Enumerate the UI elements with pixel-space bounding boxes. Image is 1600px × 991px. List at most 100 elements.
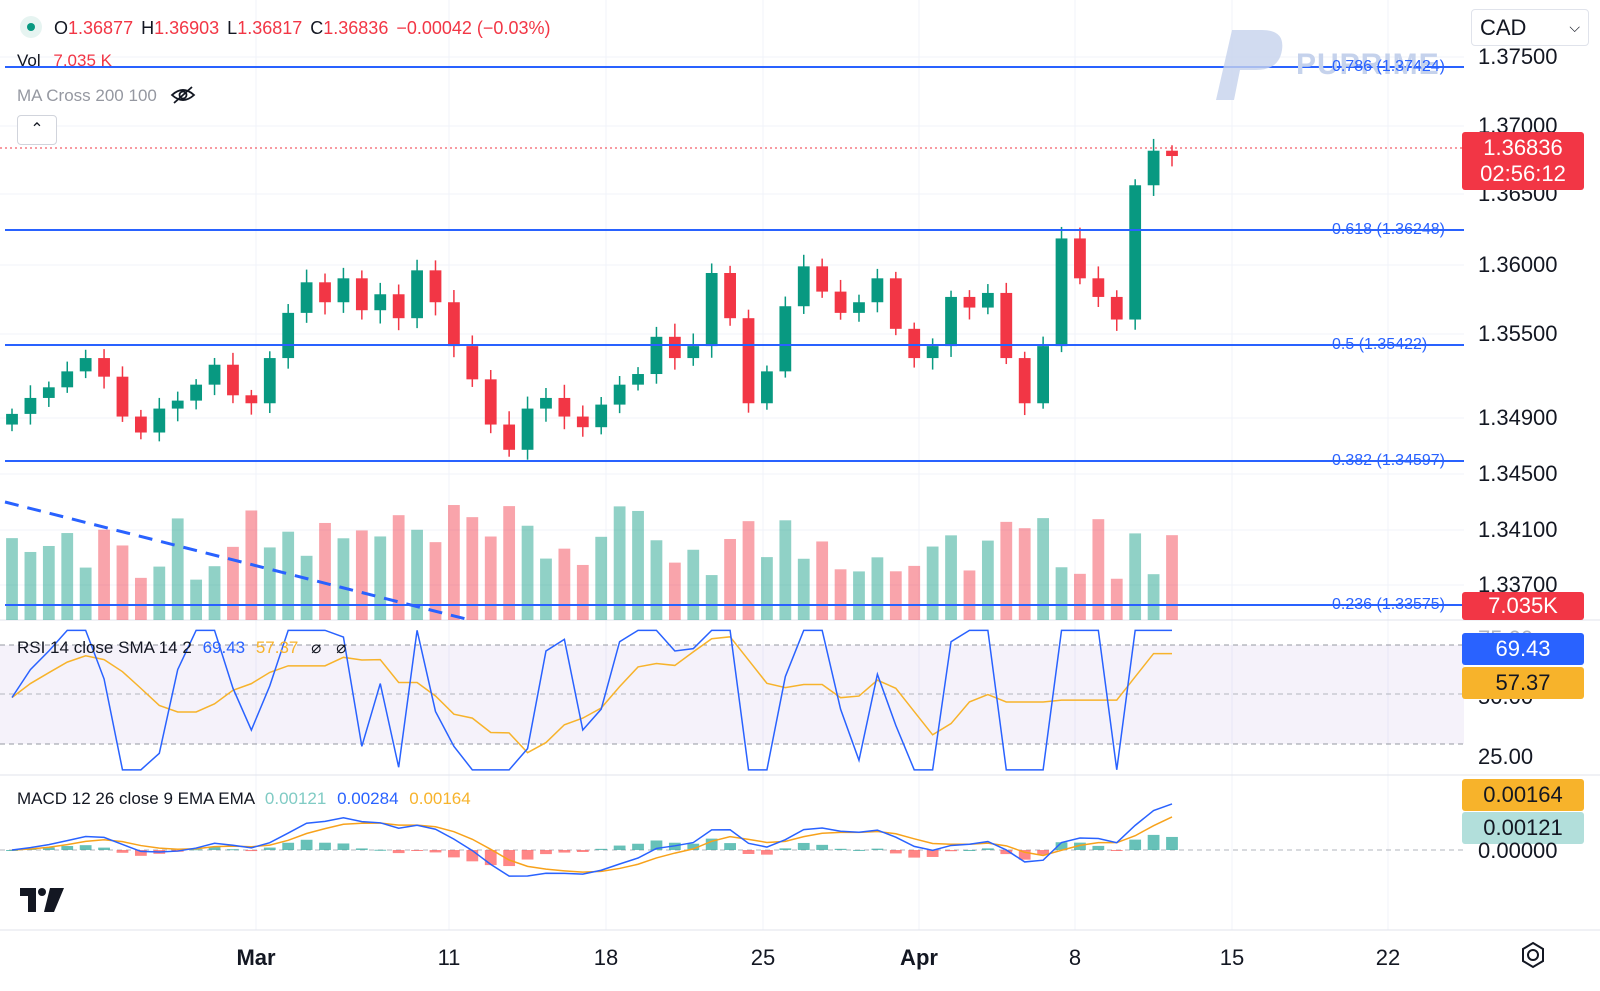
candle-body [227,364,239,396]
candle-body [1147,150,1160,186]
rsi-badge: 69.43 [1462,633,1584,665]
volume-bar [355,530,368,620]
macd-histogram-bar [337,843,350,850]
volume-bar [963,570,976,620]
fib-label-0618: 0.618 (1.36248) [1332,221,1445,238]
fib-retracement [5,66,1464,606]
candle-body [411,270,423,319]
candle-body [632,374,644,385]
candle-body [466,346,479,380]
gear-icon[interactable] [1518,940,1548,970]
fib-label-0236: 0.236 (1.33575) [1332,596,1445,613]
candle-body [613,384,626,405]
volume-bar [1129,533,1142,620]
chevron-up-icon: ⌃ [30,121,44,138]
candle-body [116,376,129,417]
ohlc-legend: O1.36877 H1.36903 L1.36817 C1.36836 −0.00042… [20,16,558,39]
candle-body [79,358,92,372]
volume-bar [742,521,755,620]
time-tick: 11 [437,945,461,970]
macd-histogram-bar [6,850,18,851]
volume-bar [540,558,552,620]
macd-histogram-bar [632,843,644,850]
volume-bar [282,531,295,620]
change-value: −0.00042 (−0.03%) [396,18,551,38]
macd-histogram-bar [761,850,773,855]
time-tick: 25 [750,945,776,970]
trend-line-dashed [4,500,471,622]
currency-select[interactable]: CAD ⌵ [1471,9,1589,46]
candle-body [926,346,939,359]
macd-histogram-bar [926,850,939,857]
macd-histogram-bar [1037,850,1050,855]
currency-value: CAD [1480,15,1527,40]
candle-body [687,346,700,359]
volume-bar [981,540,994,620]
macd-histogram-bar [834,848,847,850]
candle-body [742,318,755,404]
candle-body [963,296,976,308]
candle-body [761,371,773,404]
volume-legend[interactable]: Vol 7.035 K [17,51,112,71]
price-tick: 1.34500 [1478,461,1558,486]
macd-legend[interactable]: MACD 12 26 close 9 EMA EMA 0.00121 0.002… [17,789,471,809]
candle-body [558,397,571,417]
candle-body [61,371,74,388]
low-label: L [227,18,238,38]
candle-body [853,302,865,313]
candle-body [282,312,295,359]
candle-body [908,328,921,359]
candle-body [263,358,276,404]
volume-bar [908,565,921,620]
macd-histogram-bar [889,850,902,854]
candle-body [190,384,203,401]
collapse-legend-button[interactable]: ⌃ [17,115,57,145]
eye-hidden-icon[interactable] [170,85,196,105]
volume-bar [466,517,479,620]
candle-body [171,400,184,409]
macd-histogram-bar [134,850,147,856]
candle-body [484,379,497,425]
volume-bar [853,571,865,620]
volume-bar [116,545,129,620]
candle-body [889,278,902,329]
candle-body [1055,238,1068,347]
market-status-icon[interactable] [20,16,42,38]
volume-bar [1092,519,1105,620]
candle-body [705,273,718,347]
volume-bar [871,557,884,620]
price-tick: 1.36000 [1478,252,1558,277]
no-value-icon: ⌀ [311,638,322,657]
candle-body [245,395,258,404]
volume-bar [761,557,773,620]
price-grid [0,56,1464,586]
macd-histogram-bar [227,849,239,851]
volume-bar [24,551,37,620]
rsi-tick: 25.00 [1478,744,1534,769]
candle-body [392,294,405,319]
candle-body [374,294,387,311]
candle-body [355,278,368,311]
rsi-legend[interactable]: RSI 14 close SMA 14 2 69.43 57.37 ⌀ ⌀ [17,638,346,658]
macd-histogram-bar [1166,836,1178,850]
volume-bar [1147,574,1160,620]
macd-histogram-bar [595,848,608,850]
macd-histogram-bar [79,845,92,850]
volume-bar [1037,518,1050,620]
macd-tick: 0.00000 [1478,838,1558,863]
macd-histogram-bar [521,850,534,860]
macd-histogram-bar [742,850,755,854]
candle-body [300,282,313,313]
ma-cross-legend[interactable]: MA Cross 200 100 [17,85,196,106]
ma-cross-label: MA Cross 200 100 [17,86,157,105]
volume-bar [834,569,847,620]
macd-histogram-bar [687,843,700,850]
candle-body [871,278,884,303]
macd-histogram-bar [981,848,994,850]
candle-body [945,296,957,347]
volume-bar [1018,528,1031,620]
candlesticks [6,138,1178,460]
tradingview-logo-icon[interactable] [20,888,64,912]
candle-body [153,408,166,433]
